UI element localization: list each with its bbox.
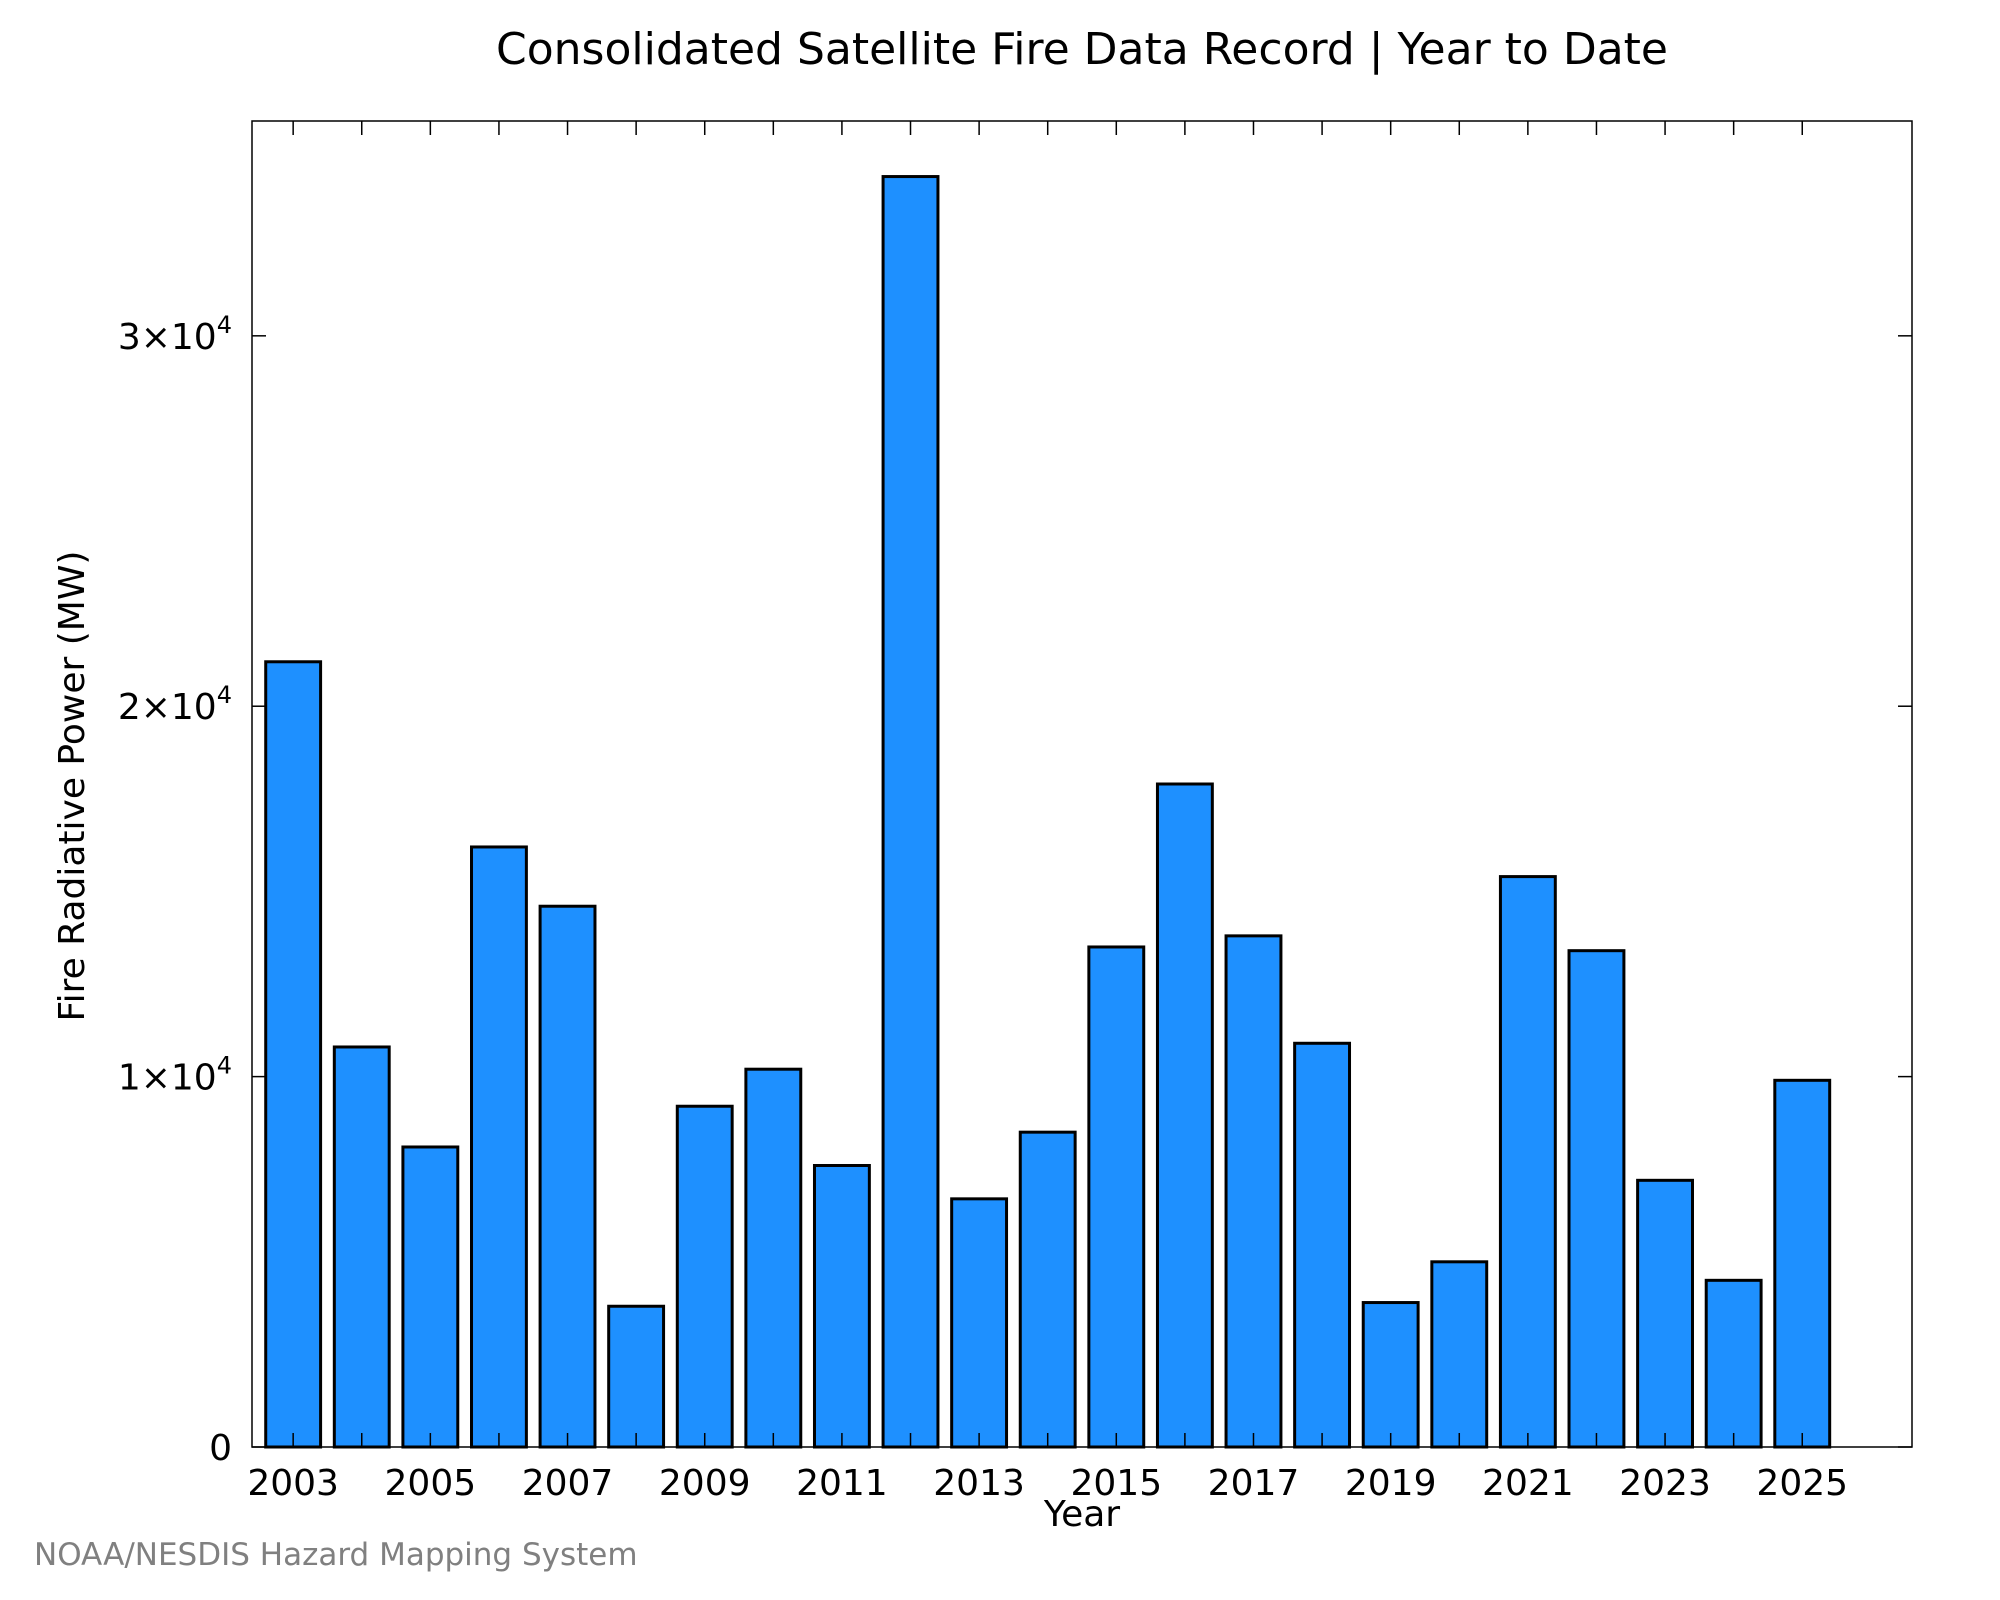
bar-2011 (812, 1164, 871, 1449)
bar-2020 (1430, 1260, 1489, 1449)
bar-2015 (1087, 945, 1146, 1449)
x-tick-label-2013: 2013 (933, 1463, 1025, 1504)
axes-layer: 2003 2005 2007 2009 2011 2013 2015 2017 2019 2021… (118, 120, 1913, 1504)
bar-2018 (1293, 1041, 1352, 1449)
x-tick-label-2017: 2017 (1208, 1463, 1300, 1504)
bar-2019 (1361, 1301, 1420, 1449)
bar-2012 (881, 175, 940, 1449)
bar-2005 (401, 1145, 460, 1449)
chart-title: Consolidated Satellite Fire Data Record … (496, 24, 1668, 75)
bar-2003 (264, 660, 323, 1449)
footer-credit: NOAA/NESDIS Hazard Mapping System (34, 1537, 638, 1573)
x-tick-label-2015: 2015 (1070, 1463, 1162, 1504)
bar-2008 (607, 1304, 666, 1449)
x-axis-label: Year (1043, 1494, 1120, 1535)
bars-layer (264, 175, 1832, 1449)
bar-2004 (332, 1045, 391, 1449)
bar-2021 (1498, 875, 1557, 1449)
x-tick-label-2023: 2023 (1619, 1463, 1711, 1504)
bar-2016 (1155, 782, 1214, 1449)
x-tick-label-2009: 2009 (659, 1463, 751, 1504)
bar-2023 (1636, 1178, 1694, 1449)
y-tick-label-20000: 2×104 (118, 681, 232, 728)
bar-2022 (1567, 949, 1626, 1449)
bar-2017 (1224, 934, 1283, 1449)
x-tick-label-2005: 2005 (385, 1463, 477, 1504)
x-tick-label-2021: 2021 (1482, 1463, 1574, 1504)
x-tick-label-2019: 2019 (1345, 1463, 1437, 1504)
y-tick-label-10000: 1×104 (118, 1052, 232, 1099)
x-tick-label-2025: 2025 (1756, 1463, 1848, 1504)
bar-2006 (470, 845, 528, 1449)
bar-2025 (1773, 1078, 1832, 1449)
x-tick-label-2003: 2003 (247, 1463, 339, 1504)
bar-2024 (1704, 1278, 1763, 1449)
bar-2014 (1018, 1130, 1077, 1449)
bar-2007 (538, 904, 597, 1449)
y-axis-label: Fire Radiative Power (MW) (52, 551, 93, 1022)
y-tick-label-30000: 3×104 (118, 311, 232, 358)
bar-2009 (675, 1104, 734, 1449)
bar-2010 (744, 1067, 803, 1449)
x-tick-label-2007: 2007 (522, 1463, 614, 1504)
plot-frame (251, 120, 1913, 1448)
y-tick-label-0: 0 (209, 1428, 232, 1469)
bar-2013 (950, 1197, 1009, 1449)
x-tick-label-2011: 2011 (796, 1463, 888, 1504)
